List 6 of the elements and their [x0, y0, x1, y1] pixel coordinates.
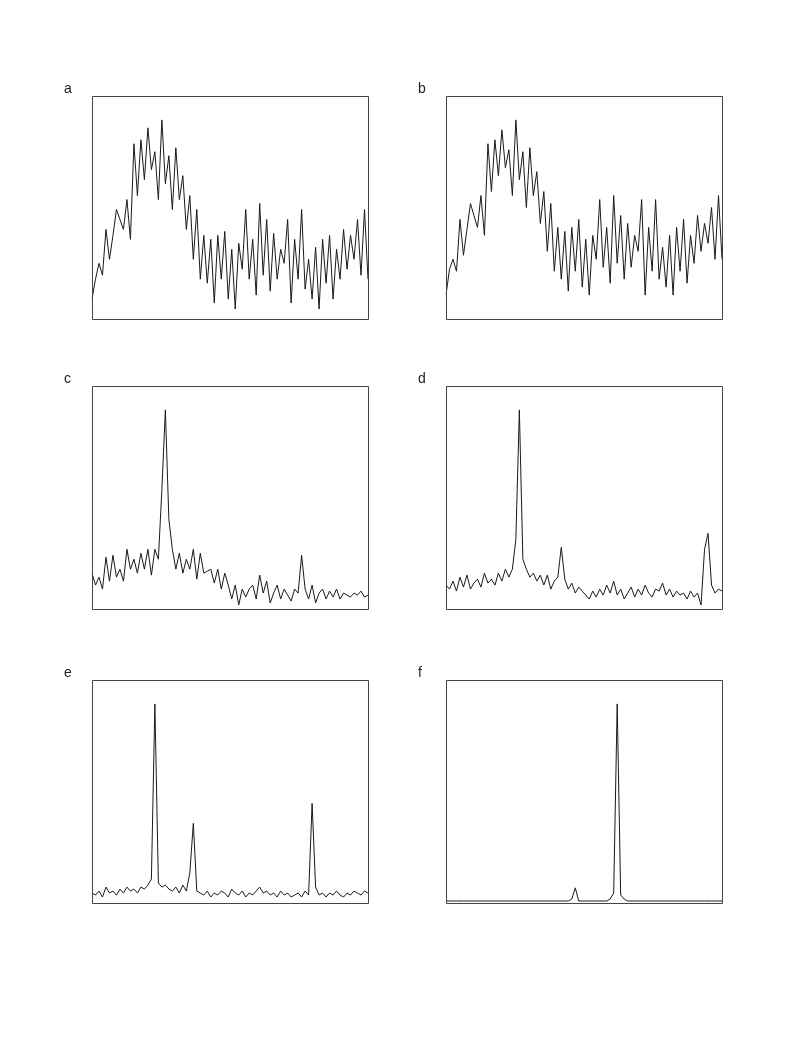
chart-title: c: [64, 370, 71, 386]
chart-title: d: [418, 370, 426, 386]
chart-title: a: [64, 80, 72, 96]
chart-title: e: [64, 664, 72, 680]
chart-title: f: [418, 664, 422, 680]
chart-title: b: [418, 80, 426, 96]
